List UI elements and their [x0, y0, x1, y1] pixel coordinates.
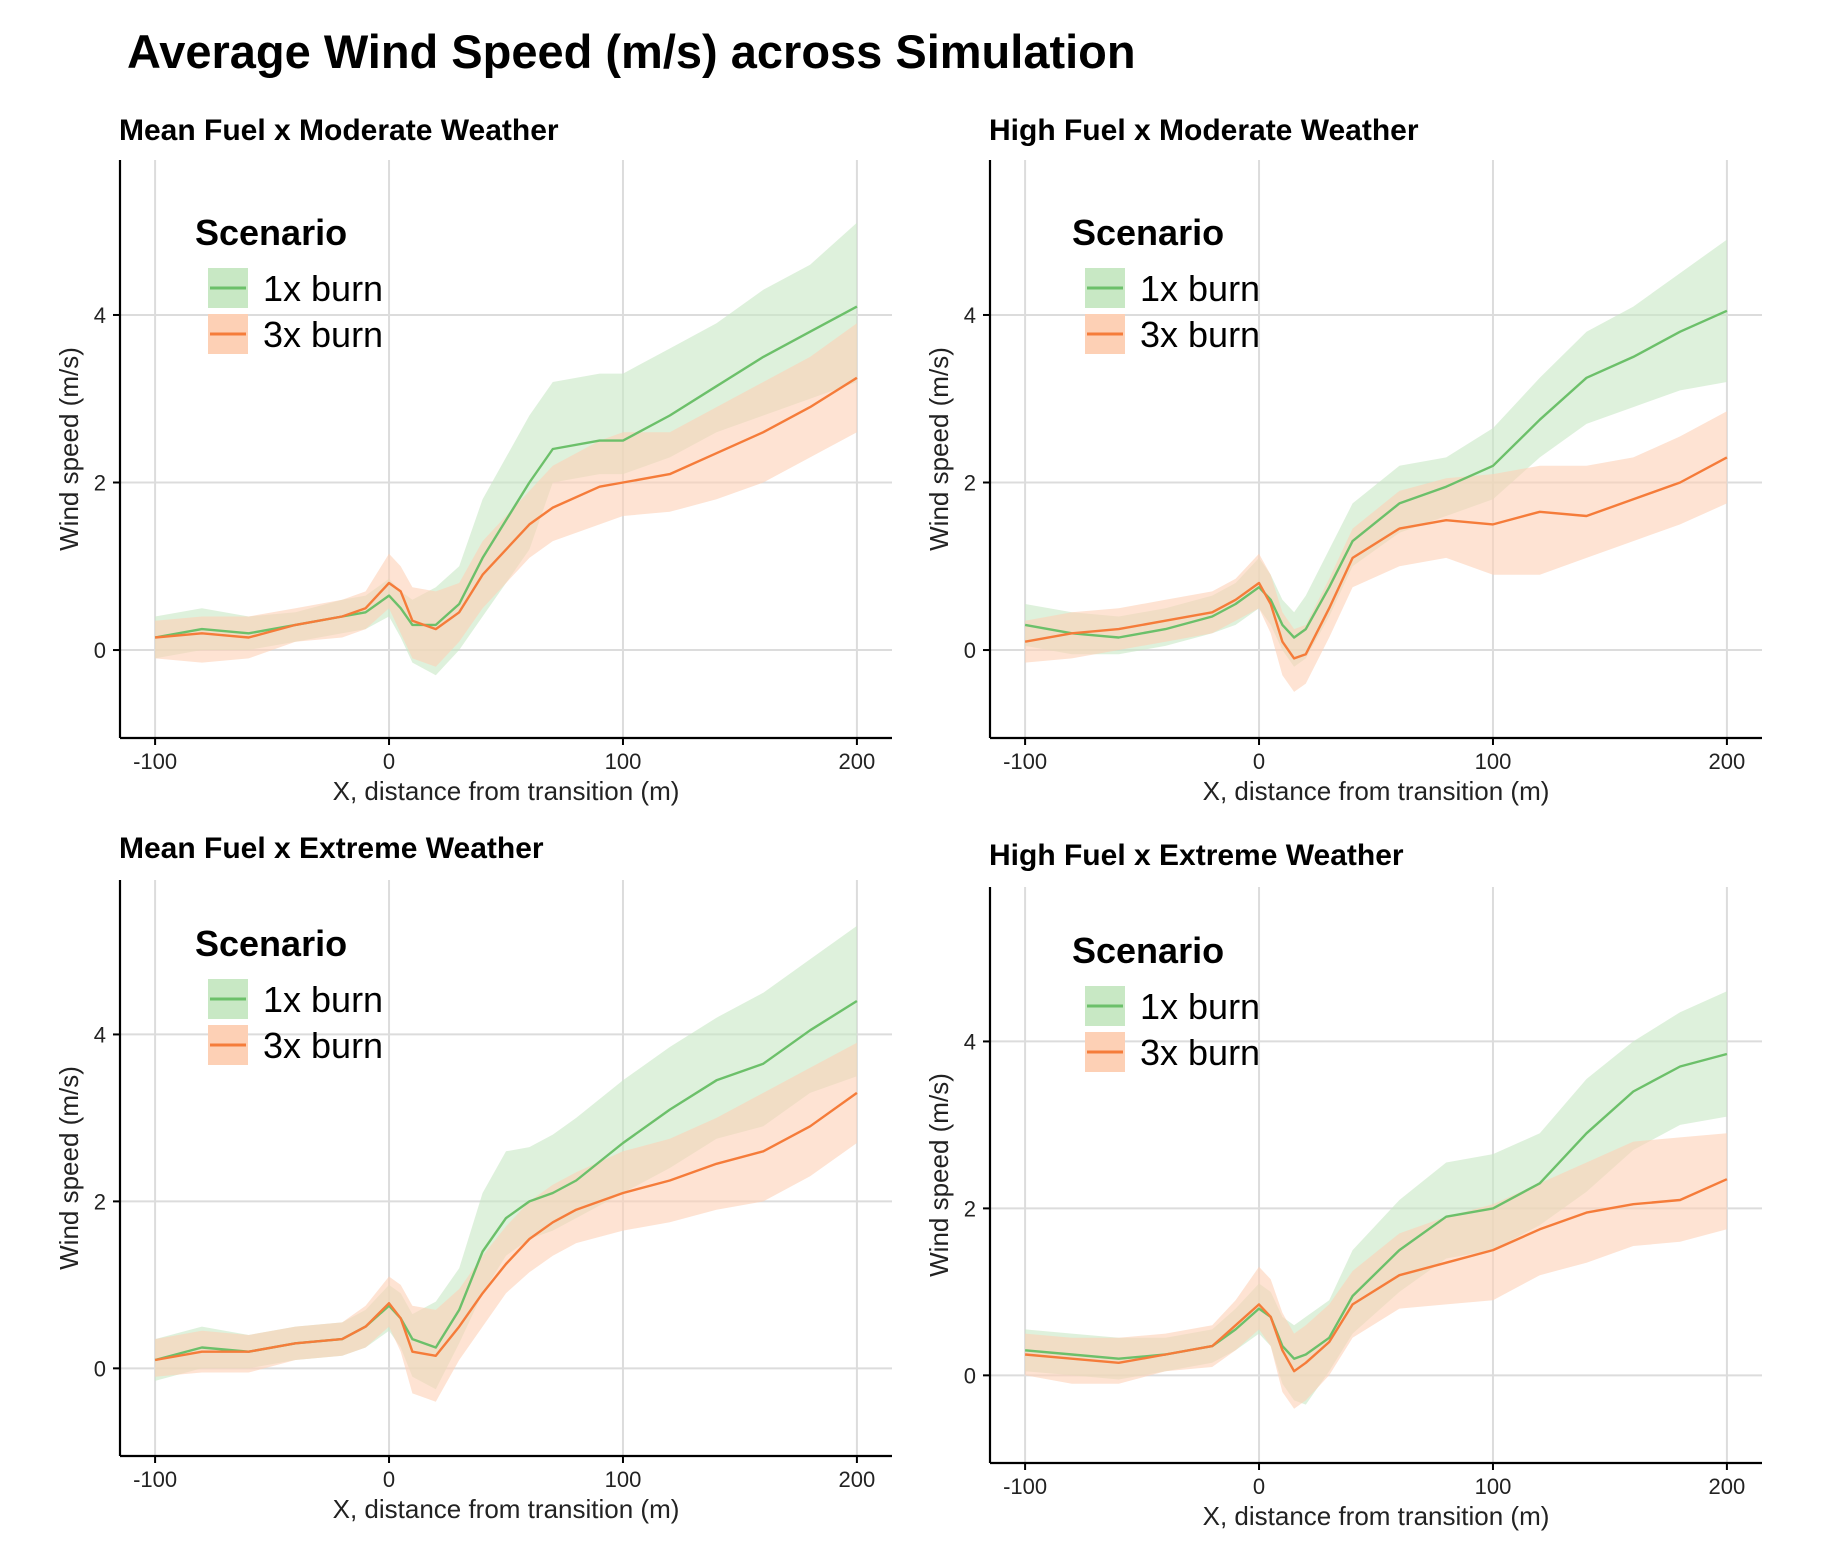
legend-title: Scenario	[195, 212, 347, 253]
y-tick-label: 2	[964, 471, 976, 496]
y-tick-label: 2	[964, 1196, 976, 1221]
x-tick-label: 0	[383, 1467, 395, 1492]
x-tick-label: 100	[605, 749, 642, 774]
y-tick-label: 0	[964, 638, 976, 663]
legend-label: 1x burn	[263, 268, 383, 309]
x-tick-label: -100	[133, 1467, 177, 1492]
legend-label: 1x burn	[1140, 268, 1260, 309]
x-tick-label: 100	[1475, 749, 1512, 774]
panels-container: Mean Fuel x Moderate Weather-100 0 100 2000…	[54, 114, 1762, 1531]
x-axis-title: X, distance from transition (m)	[1203, 1501, 1550, 1531]
legend-title: Scenario	[195, 923, 347, 964]
legend-label: 3x burn	[1140, 1032, 1260, 1073]
figure-title: Average Wind Speed (m/s) across Simulati…	[127, 25, 1136, 78]
x-tick-label: 0	[383, 749, 395, 774]
x-tick-label: -100	[1003, 1474, 1047, 1499]
band-3x-burn	[155, 323, 857, 667]
y-tick-label: 4	[964, 303, 976, 328]
legend-label: 1x burn	[1140, 986, 1260, 1027]
x-tick-label: 0	[1253, 1474, 1265, 1499]
legend-label: 3x burn	[263, 1025, 383, 1066]
legend-title: Scenario	[1072, 930, 1224, 971]
y-tick-label: 0	[964, 1363, 976, 1388]
x-tick-label: 100	[605, 1467, 642, 1492]
band-3x-burn	[155, 1042, 857, 1402]
y-tick-label: 0	[94, 1356, 106, 1381]
x-tick-label: -100	[1003, 749, 1047, 774]
chart-panel-3: Mean Fuel x Extreme Weather -100 0 100 200 0 2…	[54, 832, 892, 1524]
panel-title: Mean Fuel x Extreme Weather	[119, 832, 544, 865]
line-3x-burn	[1024, 1178, 1728, 1373]
y-tick-label: 4	[94, 303, 106, 328]
legend: Scenario 1x burn 3x burn	[195, 212, 383, 355]
band-3x-burn	[1025, 1133, 1727, 1409]
chart-panel-4: High Fuel x Extreme Weather -100 0 100 200 0 2…	[924, 839, 1762, 1531]
y-tick-label: 2	[94, 1189, 106, 1214]
legend-label: 1x burn	[263, 979, 383, 1020]
x-tick-label: 200	[1709, 749, 1746, 774]
y-tick-label: 4	[964, 1029, 976, 1054]
x-axis-title: X, distance from transition (m)	[333, 776, 680, 806]
panel-title: High Fuel x Extreme Weather	[989, 839, 1404, 872]
legend-label: 3x burn	[263, 314, 383, 355]
y-tick-label: 0	[94, 638, 106, 663]
band-1x-burn	[1025, 239, 1727, 667]
x-axis-title: X, distance from transition (m)	[1203, 776, 1550, 806]
legend: Scenario 1x burn 3x burn	[1072, 212, 1260, 355]
legend-label: 3x burn	[1140, 314, 1260, 355]
x-tick-label: 200	[839, 1467, 876, 1492]
legend-title: Scenario	[1072, 212, 1224, 253]
line-3x-burn	[1024, 456, 1728, 660]
band-3x-burn	[1025, 411, 1727, 692]
x-tick-label: 200	[1709, 1474, 1746, 1499]
band-1x-burn	[155, 925, 857, 1390]
panel-title: High Fuel x Moderate Weather	[989, 114, 1419, 147]
chart-panel-2: High Fuel x Moderate Weather -100 0 100 200 0…	[924, 114, 1762, 806]
x-tick-label: -100	[133, 749, 177, 774]
panel-title: Mean Fuel x Moderate Weather	[119, 114, 559, 147]
y-axis-title: Wind speed (m/s)	[54, 1066, 84, 1270]
legend: Scenario 1x burn 3x burn	[1072, 930, 1260, 1073]
y-tick-label: 2	[94, 471, 106, 496]
line-3x-burn	[154, 1091, 858, 1362]
y-tick-label: 4	[94, 1022, 106, 1047]
x-tick-label: 0	[1253, 749, 1265, 774]
line-3x-burn	[154, 376, 858, 639]
y-axis-title: Wind speed (m/s)	[924, 347, 954, 551]
legend: Scenario 1x burn 3x burn	[195, 923, 383, 1066]
x-axis-title: X, distance from transition (m)	[333, 1494, 680, 1524]
chart-panel-1: Mean Fuel x Moderate Weather -100 0 100 200 0…	[54, 114, 892, 806]
x-tick-label: 100	[1475, 1474, 1512, 1499]
line-1x-burn	[1024, 309, 1728, 639]
y-axis-title: Wind speed (m/s)	[54, 347, 84, 551]
y-axis-title: Wind speed (m/s)	[924, 1073, 954, 1277]
x-tick-label: 200	[839, 749, 876, 774]
